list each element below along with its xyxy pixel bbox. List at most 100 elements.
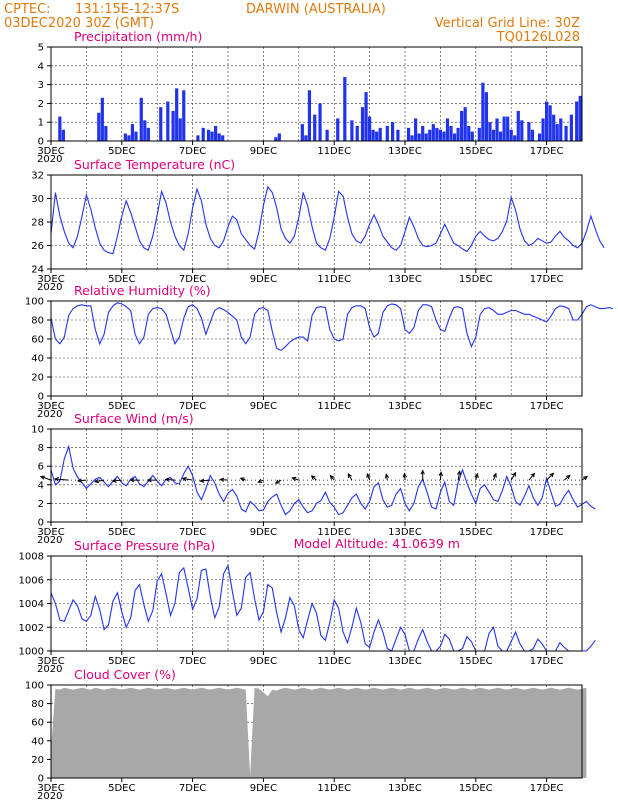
precip-bar bbox=[210, 131, 214, 141]
rh-ytick-label: 60 bbox=[31, 335, 44, 346]
wind-arrow-head bbox=[366, 472, 371, 478]
temp-title: Surface Temperature (nC) bbox=[74, 157, 235, 172]
precip-bar bbox=[463, 107, 467, 141]
header-coords: 131:15E-12:37S bbox=[75, 2, 179, 17]
wind-line bbox=[50, 444, 596, 516]
precip-bar bbox=[274, 137, 278, 141]
cloud-ytick-label: 100 bbox=[25, 681, 44, 692]
wind-arrow-head bbox=[511, 471, 517, 477]
precip-bar bbox=[431, 124, 435, 141]
rh-year-stub: 2020 bbox=[37, 409, 62, 420]
wind-arrow-shaft bbox=[528, 473, 535, 481]
precip-bar bbox=[460, 110, 464, 141]
temp-xtick-label: 3DEC bbox=[37, 274, 64, 285]
temp-xtick-label: 13DEC bbox=[388, 274, 422, 285]
precip-bar bbox=[171, 110, 175, 141]
precip-ytick-label: 1 bbox=[38, 118, 44, 129]
wind-xtick-label: 13DEC bbox=[388, 527, 422, 538]
wind-arrow-head bbox=[384, 473, 390, 479]
wind-arrow-head bbox=[93, 478, 100, 484]
wind-arrow-head bbox=[291, 476, 297, 482]
temp-ytick-label: 24 bbox=[31, 265, 44, 276]
pressure-xtick-label: 17DEC bbox=[530, 656, 564, 667]
rh-xtick-label: 3DEC bbox=[37, 401, 64, 412]
temp-line bbox=[50, 185, 605, 255]
wind-arrow-head bbox=[456, 470, 462, 476]
precip-bar bbox=[484, 92, 489, 141]
pressure-ytick-label: 1008 bbox=[19, 552, 44, 563]
precip-xtick-label: 9DEC bbox=[250, 146, 277, 157]
wind-arrow-head bbox=[438, 471, 443, 477]
cloud-xtick-label: 3DEC bbox=[37, 783, 64, 794]
rh-xtick-label: 7DEC bbox=[179, 401, 206, 412]
cloud-title: Cloud Cover (%) bbox=[74, 667, 176, 682]
precip-bar bbox=[456, 127, 460, 141]
wind-arrow-head bbox=[239, 477, 245, 482]
wind-arrow-head bbox=[310, 475, 316, 480]
wind-arrow-shaft bbox=[220, 478, 229, 481]
precip-bar bbox=[449, 125, 453, 141]
precip-bar bbox=[178, 118, 182, 141]
wind-arrow-head bbox=[402, 472, 407, 478]
precip-bar bbox=[368, 116, 372, 141]
rh-ytick-label: 0 bbox=[38, 392, 44, 403]
precip-bar bbox=[578, 95, 582, 141]
wind-arrow-shaft bbox=[510, 472, 516, 481]
rh-xtick-label: 17DEC bbox=[530, 401, 564, 412]
wind-xtick-label: 7DEC bbox=[179, 527, 206, 538]
precip-bar bbox=[221, 135, 225, 141]
precip-xtick-label: 11DEC bbox=[317, 146, 351, 157]
precip-year-stub: 2020 bbox=[37, 154, 62, 165]
precip-frame bbox=[50, 46, 583, 142]
precip-ytick-label: 0 bbox=[38, 137, 44, 148]
precip-bar bbox=[206, 129, 211, 141]
precip-bar bbox=[414, 118, 418, 141]
precip-bar bbox=[548, 105, 552, 141]
precip-bar bbox=[97, 112, 101, 141]
precip-bar bbox=[201, 127, 205, 141]
cloud-xtick-label: 11DEC bbox=[317, 783, 351, 794]
wind-arrow-shaft bbox=[40, 476, 52, 481]
temp-panel: 24 26 28 30 32 3DEC 5DEC 7DEC 9DEC 11DEC 13DEC 15DE… bbox=[31, 157, 605, 293]
wind-arrow-shaft bbox=[54, 478, 69, 481]
precip-bar bbox=[421, 125, 425, 141]
cloud-area bbox=[51, 687, 587, 778]
wind-arrow-shaft bbox=[112, 479, 122, 482]
wind-title: Surface Wind (m/s) bbox=[74, 411, 194, 426]
cloud-xtick-label: 13DEC bbox=[388, 783, 422, 794]
cloud-xtick-label: 15DEC bbox=[459, 783, 493, 794]
wind-panel: 0 2 4 6 8 10 3DEC 5DEC 7DEC 9DEC 11DEC 13DEC 15DEC 17… bbox=[31, 411, 596, 546]
wind-ytick-label: 2 bbox=[38, 499, 44, 510]
wind-frame bbox=[50, 428, 583, 523]
wind-arrow-shaft bbox=[439, 472, 442, 481]
wind-ytick-label: 10 bbox=[31, 425, 44, 436]
precip-bar bbox=[569, 114, 573, 141]
wind-arrow-head bbox=[274, 479, 280, 484]
wind-arrow-shaft bbox=[165, 478, 175, 481]
wind-xtick-label: 3DEC bbox=[37, 527, 64, 538]
precip-bar bbox=[406, 127, 411, 141]
precip-bar bbox=[477, 127, 481, 141]
precip-bar bbox=[410, 135, 414, 141]
cloud-ytick-label: 60 bbox=[31, 718, 44, 729]
precip-bar bbox=[214, 125, 218, 141]
precip-bar bbox=[217, 133, 221, 141]
wind-arrow-head bbox=[181, 476, 187, 482]
wind-arrow-head bbox=[219, 477, 225, 482]
precip-bar bbox=[417, 133, 421, 141]
precip-bar bbox=[143, 120, 147, 141]
precip-bar bbox=[552, 114, 556, 141]
wind-arrow-shaft bbox=[563, 475, 571, 481]
precip-xtick-label: 17DEC bbox=[530, 146, 564, 157]
precip-xtick-label: 13DEC bbox=[388, 146, 422, 157]
precip-bar bbox=[555, 124, 559, 141]
temp-ytick-label: 30 bbox=[31, 194, 44, 205]
precip-ytick-label: 5 bbox=[38, 43, 44, 54]
precip-bar bbox=[491, 129, 496, 141]
cloud-ytick-label: 40 bbox=[31, 736, 44, 747]
rh-xtick-label: 5DEC bbox=[108, 401, 135, 412]
precip-bar bbox=[564, 125, 568, 141]
cloud-panel: 0 20 40 60 80 100 3DEC 5DEC 7DEC 9DEC 11DEC 13DEC 15… bbox=[25, 667, 587, 800]
precip-bar bbox=[318, 103, 322, 141]
